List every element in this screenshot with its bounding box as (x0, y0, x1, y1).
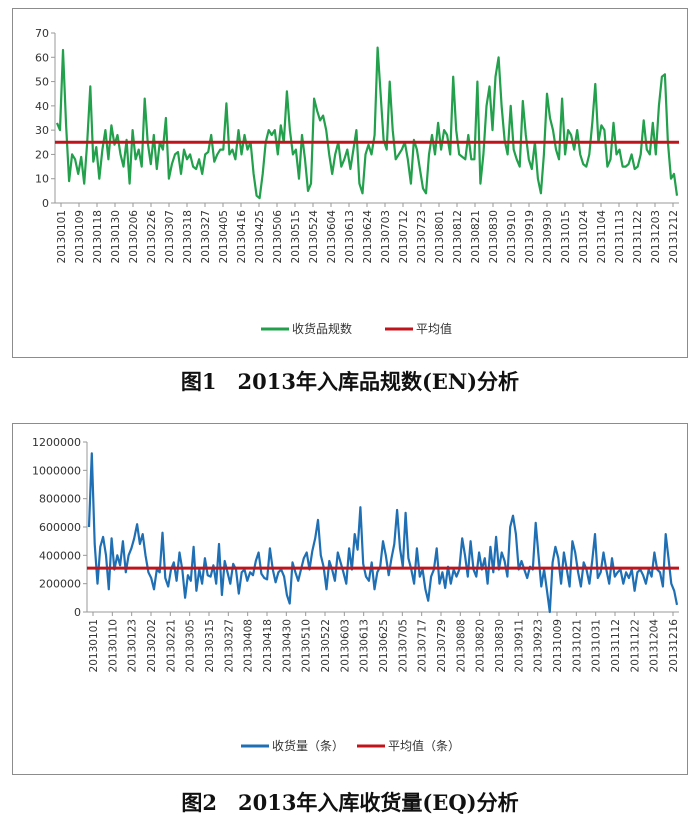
x-tick-label: 20131212 (668, 210, 680, 263)
x-tick-label: 20131021 (571, 619, 583, 672)
y-tick-label: 70 (35, 27, 49, 40)
legend-label-series: 收货量（条） (272, 738, 344, 753)
x-tick-label: 20130717 (417, 619, 429, 672)
x-tick-label: 20130418 (262, 619, 274, 672)
x-tick-label: 20130318 (182, 210, 194, 263)
x-tick-label: 20130820 (475, 619, 487, 672)
x-tick-label: 20130130 (110, 210, 122, 263)
chart-panel-2: 0 200000 400000 600000 800000 1000000 1200000 2… (12, 423, 688, 775)
x-tick-label: 20130812 (452, 210, 464, 263)
y-tick-label: 40 (35, 100, 49, 113)
x-tick-label: 20130118 (92, 210, 104, 263)
x-tick-label: 20131204 (649, 619, 661, 673)
x-tick-label: 20130221 (165, 619, 177, 672)
y-tick-label: 20 (35, 148, 49, 161)
x-tick-label: 20130910 (506, 210, 518, 263)
x-tick-label: 20130723 (416, 210, 428, 263)
x-tick-label: 20130416 (236, 210, 248, 264)
legend-label-average: 平均值 (416, 321, 452, 336)
x-tick-label: 20130729 (436, 619, 448, 672)
y-tick-label: 30 (35, 124, 49, 137)
y-tick-label: 60 (35, 51, 49, 64)
y-tick-label: 50 (35, 76, 49, 89)
x-tick-label: 20130703 (380, 210, 392, 263)
x-tick-label: 20130919 (524, 210, 536, 263)
y-tick-label: 400000 (39, 549, 81, 562)
x-tick-label: 20131113 (614, 210, 626, 263)
x-tick-label: 20130930 (542, 210, 554, 263)
y-tick-label: 800000 (39, 493, 81, 506)
chart-panel-1: 0 10 20 30 40 50 60 70 20130101 20130109 20130118 2… (12, 8, 688, 358)
x-tick-label: 20131112 (610, 619, 622, 672)
x-tick-label: 20130327 (200, 210, 212, 263)
x-tick-label: 20130613 (344, 210, 356, 263)
x-tick-label: 20131203 (650, 210, 662, 263)
x-tick-label: 20130510 (301, 619, 313, 672)
chart-2-svg: 0 200000 400000 600000 800000 1000000 1200000 2… (32, 436, 680, 753)
x-tick-label: 20130226 (146, 210, 158, 264)
x-tick-label: 20130830 (494, 619, 506, 672)
x-tick-label: 20131015 (560, 210, 572, 263)
y-tick-label: 600000 (39, 521, 81, 534)
legend-label-average: 平均值（条） (388, 738, 460, 753)
legend-label-series: 收货品规数 (292, 321, 352, 336)
x-tick-label: 20130613 (359, 619, 371, 672)
x-tick-label: 20130110 (107, 619, 119, 672)
x-tick-label: 20130405 (218, 210, 230, 263)
x-tick-label: 20130830 (488, 210, 500, 263)
x-tick-label: 20130425 (254, 210, 266, 263)
x-tick-label: 20130123 (127, 619, 139, 672)
x-tick-label: 20131122 (629, 619, 641, 672)
x-tick-label: 20130305 (185, 619, 197, 672)
x-tick-label: 20131009 (552, 619, 564, 672)
chart-1-caption: 图1 2013年入库品规数(EN)分析 (180, 369, 520, 394)
x-tick-label: 20130327 (223, 619, 235, 672)
x-tick-label: 20130307 (164, 210, 176, 263)
y-tick-label: 0 (42, 197, 49, 210)
x-tick-label: 20130625 (378, 619, 390, 672)
x-tick-label: 20130101 (56, 210, 68, 263)
x-tick-label: 20130705 (397, 619, 409, 672)
x-tick-label: 20130923 (533, 619, 545, 672)
x-tick-label: 20130808 (455, 619, 467, 672)
x-tick-label: 20130101 (88, 619, 100, 672)
x-tick-label: 20130522 (320, 619, 332, 672)
x-tick-label: 20130821 (470, 210, 482, 263)
x-tick-label: 20131122 (632, 210, 644, 263)
x-tick-label: 20130206 (128, 210, 140, 264)
y-tick-label: 10 (35, 173, 49, 186)
x-tick-label: 20130506 (272, 210, 284, 264)
y-tick-label: 1200000 (32, 436, 81, 449)
x-tick-label: 20130911 (513, 619, 525, 672)
x-tick-label: 20130801 (434, 210, 446, 263)
x-tick-label: 20130624 (362, 210, 374, 264)
x-tick-label: 20131104 (596, 210, 608, 264)
x-tick-label: 20130430 (281, 619, 293, 672)
y-tick-label: 0 (74, 606, 81, 619)
x-tick-label: 20130315 (204, 619, 216, 672)
x-tick-label: 20130109 (74, 210, 86, 263)
chart-2-caption: 图2 2013年入库收货量(EQ)分析 (181, 790, 519, 815)
y-tick-label: 1000000 (32, 464, 81, 477)
x-tick-label: 20131024 (578, 210, 590, 264)
x-tick-label: 20130202 (146, 619, 158, 672)
x-tick-label: 20130408 (243, 619, 255, 672)
chart-1-svg: 0 10 20 30 40 50 60 70 20130101 20130109 20130118 2… (35, 27, 680, 336)
series-line-en (55, 46, 679, 200)
series-line-eq (87, 452, 679, 614)
x-tick-label: 20130524 (308, 210, 320, 264)
x-tick-label: 20130515 (290, 210, 302, 263)
x-tick-label: 20130604 (326, 210, 338, 264)
x-tick-label: 20131216 (668, 619, 680, 673)
x-tick-label: 20131031 (591, 619, 603, 672)
x-tick-label: 20130603 (339, 619, 351, 672)
x-tick-label: 20130712 (398, 210, 410, 263)
y-tick-label: 200000 (39, 578, 81, 591)
